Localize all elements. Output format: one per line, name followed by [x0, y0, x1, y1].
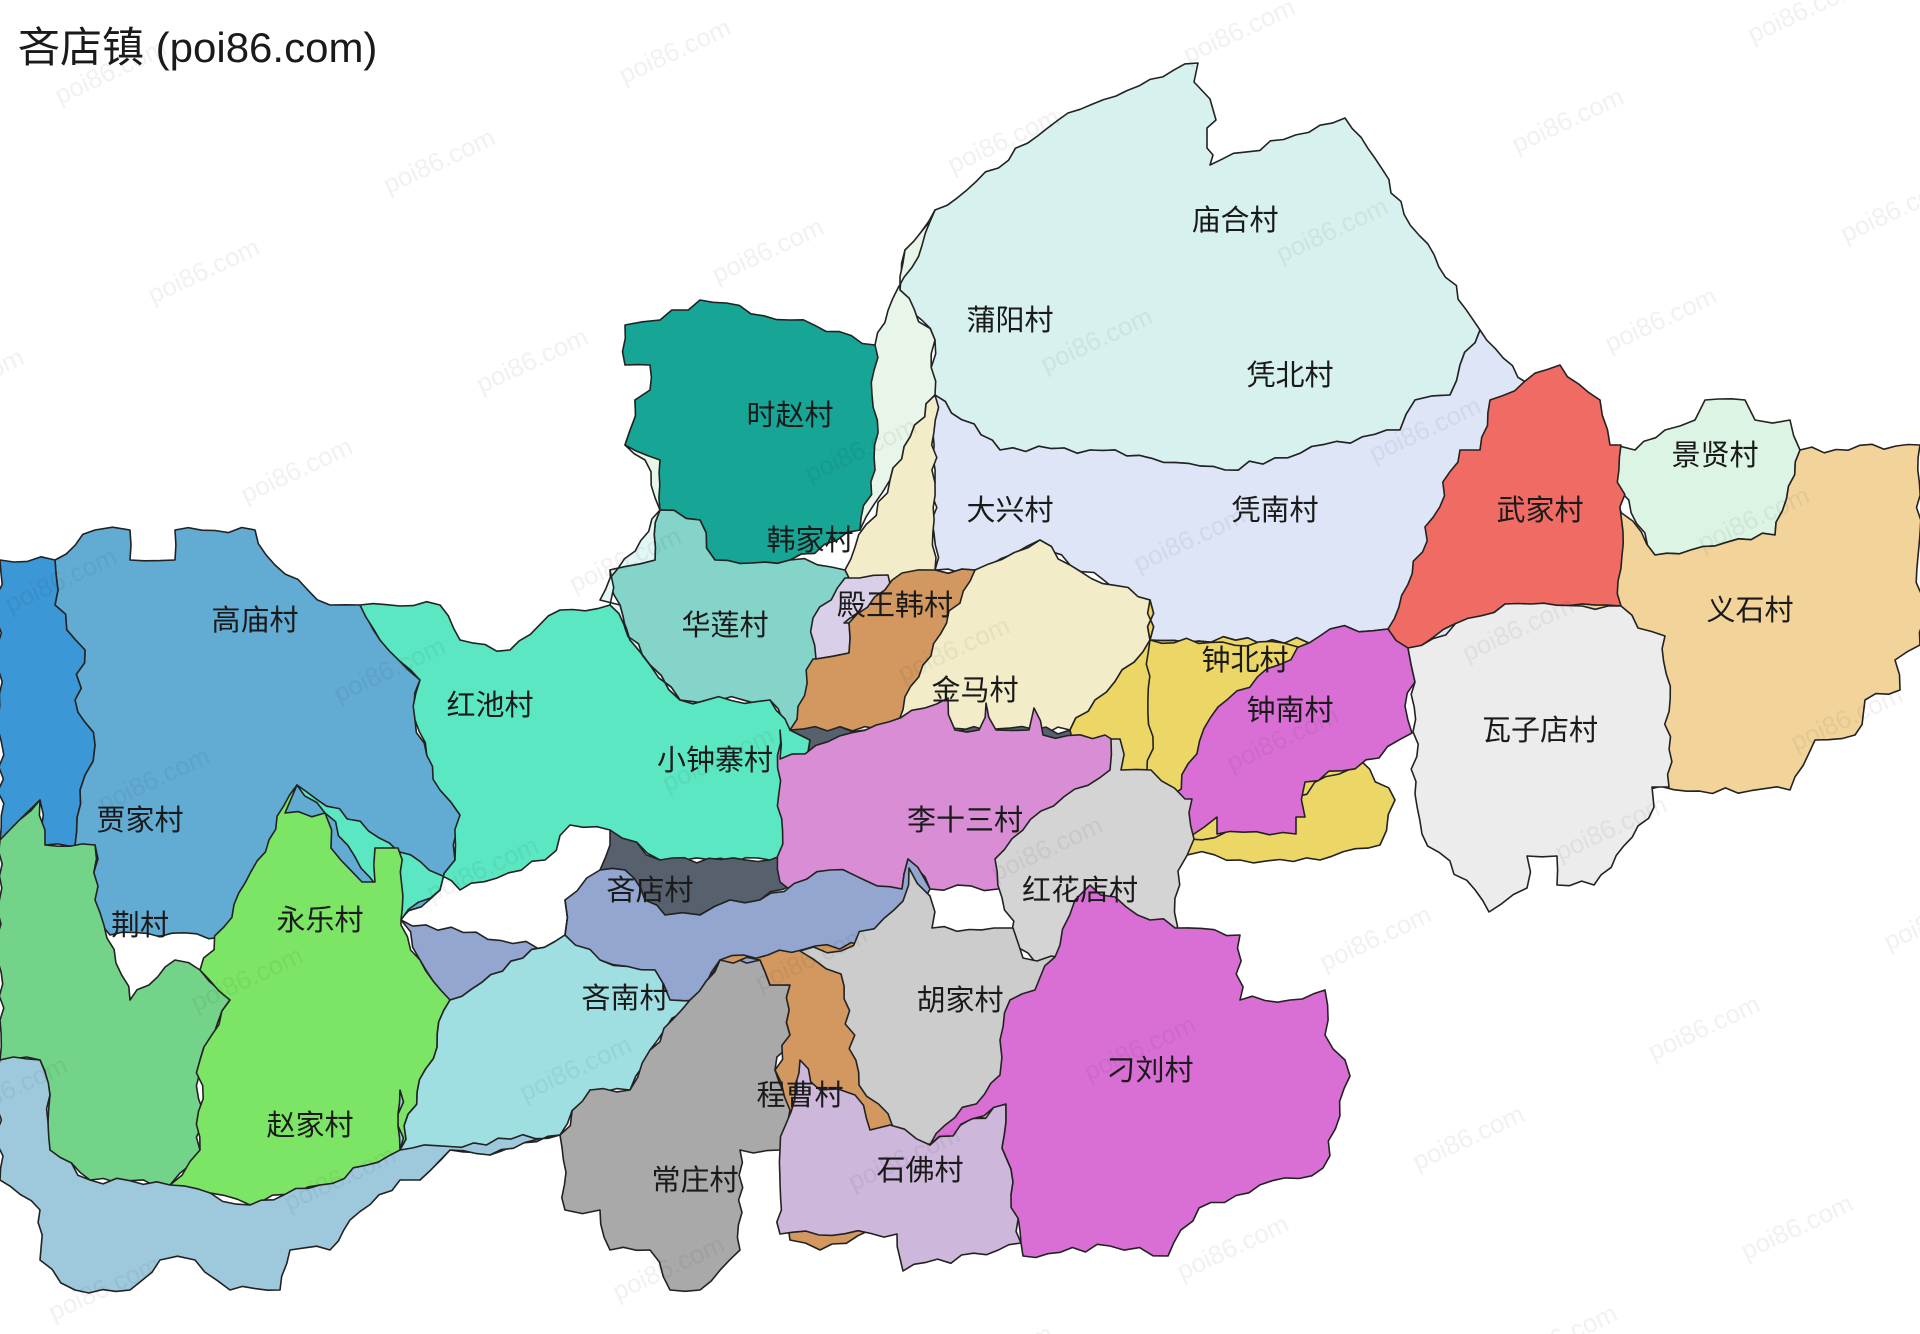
svg-text:吝店镇 (poi86.com): 吝店镇 (poi86.com)	[18, 24, 377, 71]
svg-text:石佛村: 石佛村	[876, 1154, 963, 1187]
svg-text:韩家村: 韩家村	[766, 524, 853, 557]
svg-text:荆村: 荆村	[111, 909, 169, 942]
svg-text:时赵村: 时赵村	[746, 399, 833, 432]
svg-text:小钟寨村: 小钟寨村	[657, 744, 773, 777]
svg-text:赵家村: 赵家村	[266, 1109, 353, 1142]
svg-text:李十三村: 李十三村	[907, 804, 1023, 837]
svg-text:金马村: 金马村	[931, 674, 1018, 707]
svg-text:庙合村: 庙合村	[1191, 204, 1278, 237]
svg-text:高庙村: 高庙村	[211, 604, 298, 637]
svg-text:大兴村: 大兴村	[966, 494, 1053, 527]
svg-text:钟北村: 钟北村	[1201, 644, 1288, 677]
svg-text:贾家村: 贾家村	[96, 804, 183, 837]
svg-text:永乐村: 永乐村	[276, 904, 363, 937]
svg-text:程曹村: 程曹村	[756, 1079, 843, 1112]
svg-text:钟南村: 钟南村	[1246, 694, 1333, 727]
svg-text:殿王韩村: 殿王韩村	[837, 589, 953, 622]
svg-text:凭北村: 凭北村	[1246, 359, 1333, 392]
svg-text:胡家村: 胡家村	[916, 984, 1003, 1017]
svg-text:蒲阳村: 蒲阳村	[966, 304, 1053, 337]
svg-text:华莲村: 华莲村	[681, 609, 768, 642]
svg-text:常庄村: 常庄村	[651, 1164, 738, 1197]
svg-text:红池村: 红池村	[446, 689, 533, 722]
svg-text:景贤村: 景贤村	[1671, 439, 1758, 472]
svg-text:凭南村: 凭南村	[1231, 494, 1318, 527]
svg-text:武家村: 武家村	[1496, 494, 1583, 527]
svg-text:红花店村: 红花店村	[1022, 874, 1138, 907]
svg-text:义石村: 义石村	[1706, 594, 1793, 627]
svg-text:吝店村: 吝店村	[606, 874, 693, 907]
svg-text:吝南村: 吝南村	[581, 982, 668, 1015]
svg-text:刁刘村: 刁刘村	[1106, 1054, 1193, 1087]
svg-text:瓦子店村: 瓦子店村	[1482, 714, 1598, 747]
